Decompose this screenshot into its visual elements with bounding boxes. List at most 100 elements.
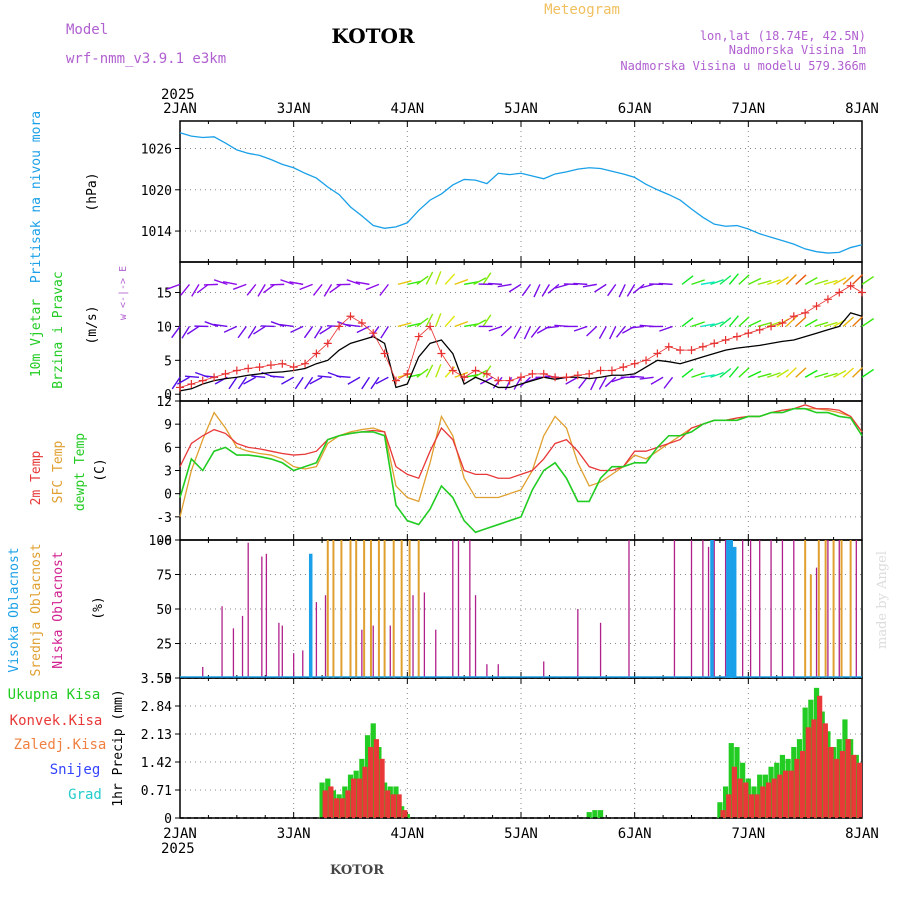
- y-tick-label: 1014: [141, 225, 172, 240]
- wind-arrow: [304, 376, 314, 390]
- y-tick-label: 25: [156, 638, 172, 653]
- x-tick-label-top: 2JAN: [163, 101, 197, 117]
- footer-station: KOTOR: [330, 863, 384, 878]
- wind-arrow: [814, 279, 829, 286]
- wind-side-label-1: 10m Vjetar: [29, 299, 44, 377]
- wind-arrow: [488, 325, 503, 332]
- wind-arrow: [444, 315, 456, 327]
- wind-arrow: [416, 368, 429, 378]
- meteogram-title: Meteogram: [544, 2, 620, 18]
- precip-bar-konvek: [782, 770, 789, 818]
- wind-arrow: [804, 369, 818, 378]
- precip-bar-konvek: [333, 798, 340, 818]
- precip-bar-konvek: [794, 758, 800, 818]
- y-tick-label: 100: [149, 534, 172, 549]
- wind-arrow: [435, 313, 442, 327]
- precip-legend-freezing: Zaledj.Kisa: [14, 737, 107, 753]
- wind-arrow: [728, 366, 739, 378]
- wind-ylabel: (m/s): [85, 305, 100, 344]
- wind-arrow: [554, 283, 569, 289]
- wind-arrow: [626, 284, 636, 297]
- wind-arrow: [710, 371, 724, 378]
- precip-bar-konvek: [390, 794, 397, 818]
- wind-arrow: [257, 284, 266, 297]
- wind-arrow: [294, 376, 304, 390]
- wind-arrow: [691, 372, 705, 378]
- precip-legend-snow: Snijeg: [50, 762, 101, 778]
- precip-bar-konvek: [845, 739, 851, 818]
- wind-arrow: [728, 273, 739, 285]
- wind-arrow: [375, 376, 389, 385]
- wind-arrow: [263, 283, 276, 294]
- precip-bar-konvek: [817, 695, 823, 818]
- wind-arrow: [852, 366, 864, 378]
- precip-bar-konvek: [748, 794, 755, 818]
- cloud-side-label-2: Srednja Oblacnost: [29, 543, 44, 676]
- wind-arrow: [473, 370, 487, 378]
- wind-arrow: [289, 281, 304, 286]
- wind-arrow: [748, 277, 762, 286]
- wind-arrow: [842, 316, 854, 327]
- wind-side-label-2: Brzina i Pravac: [51, 271, 66, 388]
- x-tick-label-bottom: 6JAN: [618, 826, 652, 842]
- wind-arrow: [719, 367, 732, 378]
- precip-bar-konvek: [368, 747, 374, 818]
- wind-arrow: [630, 375, 645, 378]
- precip-bar-konvek: [322, 790, 328, 818]
- wind-arrow: [482, 314, 492, 327]
- wind-arrow: [618, 284, 626, 298]
- wind-arrow: [479, 376, 493, 385]
- precip-bar-konvek: [839, 750, 845, 818]
- wind-arrow: [823, 372, 838, 378]
- wind-arrow: [379, 283, 389, 296]
- wind-arrow: [814, 372, 829, 378]
- x-tick-label-top: 8JAN: [845, 101, 879, 117]
- wind-arrow: [425, 313, 434, 327]
- wind-arrow: [196, 283, 209, 294]
- wind-arrow: [281, 376, 295, 385]
- wind-arrow: [416, 275, 429, 285]
- precip-bar-konvek: [396, 794, 402, 818]
- precip-bar-konvek: [760, 786, 766, 818]
- year-top: 2025: [161, 87, 195, 103]
- wind-arrow: [416, 317, 429, 327]
- wind-arrow: [728, 315, 739, 327]
- precip-bar-konvek: [339, 798, 345, 818]
- y-tick-label: 12: [156, 395, 172, 410]
- precip-bar-konvek: [345, 790, 351, 818]
- wind-arrow: [598, 326, 607, 339]
- x-tick-label-top: 6JAN: [618, 101, 652, 117]
- wind-arrow: [795, 274, 807, 285]
- wind-arrow: [658, 282, 673, 286]
- wind-arrow: [280, 279, 294, 286]
- wind-arrow: [166, 283, 181, 290]
- wind-arrow: [171, 325, 181, 339]
- wind-arrow: [237, 376, 247, 390]
- wind-arrow: [312, 283, 323, 296]
- station-title: KOTOR: [331, 24, 415, 48]
- precip-legend-total: Ukupna Kisa: [8, 687, 101, 703]
- wind-arrow: [176, 376, 190, 385]
- x-tick-label-bottom: 7JAN: [731, 826, 765, 842]
- temp-side-label-2: SFC Temp: [51, 441, 66, 504]
- precip-bar-konvek: [402, 810, 408, 818]
- wind-arrow: [767, 279, 781, 286]
- y-tick-label: 1020: [141, 184, 172, 199]
- watermark: made by Angel: [875, 551, 890, 649]
- wind-arrow: [578, 376, 588, 389]
- lonlat-label: lon,lat (18.74E, 42.5N): [700, 29, 866, 43]
- wind-arrow: [397, 322, 412, 328]
- precip-bar-konvek: [771, 778, 777, 818]
- precip-bar-ukupna: [319, 782, 325, 818]
- wind-arrow: [356, 325, 370, 334]
- wind-compass: w <-|-> E: [118, 266, 129, 320]
- wind-arrow: [590, 376, 598, 391]
- wind-arrow: [313, 326, 323, 339]
- wind-arrow: [482, 272, 492, 285]
- precip-bar-ukupna: [728, 743, 734, 818]
- wind-arrow: [639, 283, 654, 289]
- x-tick-label-top: 4JAN: [390, 101, 424, 117]
- wind-arrow: [204, 321, 219, 328]
- wind-arrow: [547, 283, 560, 294]
- wind-arrow: [246, 283, 257, 296]
